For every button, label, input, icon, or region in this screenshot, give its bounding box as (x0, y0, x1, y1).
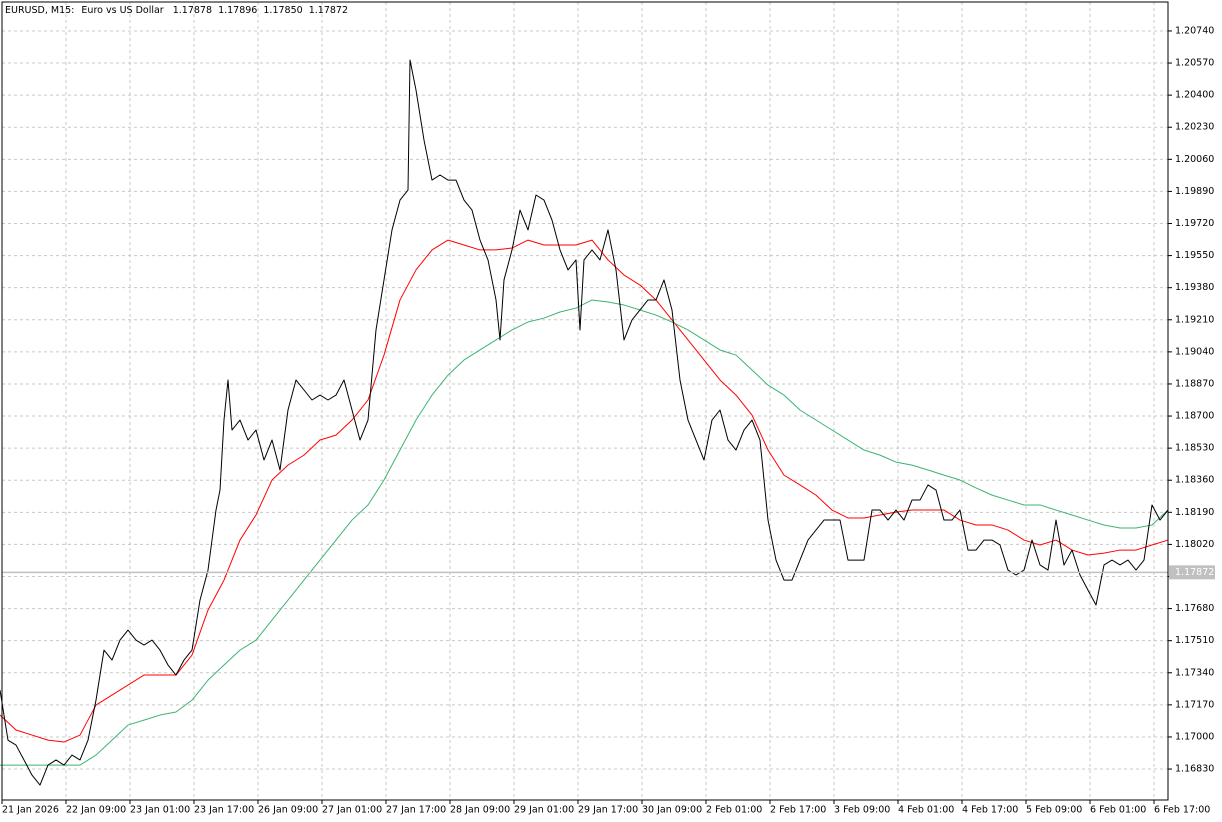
price-line (0, 299, 1169, 766)
chart-header: EURUSD, M15: Euro vs US Dollar 1.17878 1… (5, 5, 348, 16)
y-tick-label: 1.18190 (1175, 507, 1214, 518)
y-tick-label: 1.18870 (1175, 378, 1214, 389)
x-tick-label: 4 Feb 01:00 (898, 805, 954, 816)
x-tick-label: 4 Feb 17:00 (962, 805, 1018, 816)
x-tick-label: 27 Jan 01:00 (322, 805, 382, 816)
x-tick-label: 3 Feb 09:00 (834, 805, 890, 816)
y-tick-label: 1.16830 (1175, 764, 1214, 775)
x-tick-label: 23 Jan 01:00 (130, 805, 190, 816)
x-tick-label: 29 Jan 17:00 (578, 805, 638, 816)
y-tick-label: 1.19380 (1175, 282, 1214, 293)
x-tick-label: 5 Feb 09:00 (1026, 805, 1082, 816)
x-tick-label: 29 Jan 01:00 (514, 805, 574, 816)
y-tick-label: 1.18530 (1175, 443, 1214, 454)
y-tick-label: 1.20400 (1175, 90, 1214, 101)
current-price-box (1169, 565, 1215, 580)
x-tick-label: 28 Jan 09:00 (450, 805, 510, 816)
x-tick-label: 30 Jan 09:00 (642, 805, 702, 816)
y-tick-label: 1.20060 (1175, 154, 1214, 165)
price-line (0, 59, 1169, 786)
x-tick-label: 6 Feb 01:00 (1090, 805, 1146, 816)
y-tick-label: 1.18700 (1175, 411, 1214, 422)
x-tick-label: 23 Jan 17:00 (194, 805, 254, 816)
symbol: EURUSD, M15: (5, 5, 74, 16)
plot-frame (1, 1, 1169, 801)
x-tick-label: 27 Jan 17:00 (386, 805, 446, 816)
y-tick-label: 1.17340 (1175, 667, 1214, 678)
y-tick-label: 1.17510 (1175, 635, 1214, 646)
axes: 1.20740 1.20570 1.20400 1.20230 1.20060 1.198… (1, 25, 1215, 816)
high: 1.17896 (218, 5, 257, 16)
description: Euro vs US Dollar (81, 5, 163, 16)
open: 1.17878 (173, 5, 212, 16)
y-tick-label: 1.17000 (1175, 731, 1214, 742)
grid (1, 2, 1168, 800)
series-layer (0, 59, 1169, 786)
y-tick-label: 1.19210 (1175, 314, 1214, 325)
y-tick-label: 1.17170 (1175, 699, 1214, 710)
x-tick-label: 21 Jan 2026 (2, 805, 59, 816)
y-tick-label: 1.18360 (1175, 475, 1214, 486)
x-tick-label: 22 Jan 09:00 (66, 805, 126, 816)
low: 1.17850 (263, 5, 302, 16)
y-tick-label: 1.17680 (1175, 603, 1214, 614)
x-tick-label: 2 Feb 01:00 (706, 805, 762, 816)
y-tick-label: 1.20570 (1175, 58, 1214, 69)
close: 1.17872 (309, 5, 348, 16)
x-tick-label: 26 Jan 09:00 (258, 805, 318, 816)
price-line (0, 239, 1169, 743)
y-tick-label: 1.19550 (1175, 250, 1214, 261)
x-tick-label: 2 Feb 17:00 (770, 805, 826, 816)
y-tick-label: 1.19890 (1175, 186, 1214, 197)
y-tick-label: 1.20230 (1175, 122, 1214, 133)
y-tick-label: 1.20740 (1175, 25, 1214, 36)
current-price-label: 1.17872 (1175, 567, 1214, 578)
y-tick-label: 1.19040 (1175, 346, 1214, 357)
y-tick-label: 1.19720 (1175, 218, 1214, 229)
x-tick-label: 6 Feb 17:00 (1154, 805, 1210, 816)
y-tick-label: 1.18020 (1175, 539, 1214, 550)
